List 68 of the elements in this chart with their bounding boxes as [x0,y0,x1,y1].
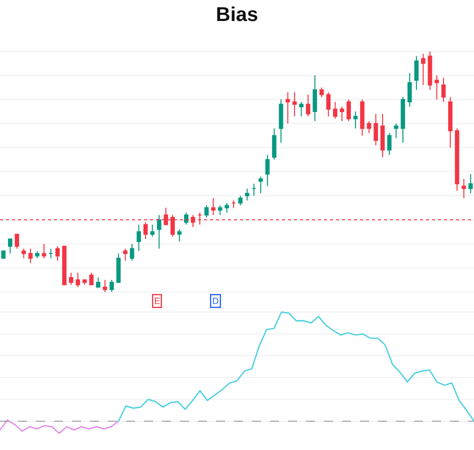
candlestick [428,50,432,90]
candlestick [319,86,324,98]
candlestick [76,272,80,288]
candlestick [414,56,419,90]
candlestick [184,212,188,226]
candlestick [286,92,290,124]
candlestick [136,224,141,252]
candlestick [366,120,372,134]
candlestick [346,98,351,122]
candlestick [28,248,33,264]
candlestick [299,101,304,117]
candlestick [110,279,114,292]
chart-title: Bias [216,4,258,26]
candlestick [8,238,12,254]
candlestick [353,111,358,129]
candlestick [62,246,66,286]
candlestick [306,94,310,117]
candlestick [374,113,378,146]
candlestick [360,98,364,136]
candlestick [312,74,318,122]
candlestick [380,113,385,158]
candlestick [150,224,155,238]
candlestick [272,128,276,160]
candlestick [96,277,100,288]
candlestick [204,204,209,218]
candlestick [394,123,398,138]
candlestick [68,272,74,286]
candlestick [387,132,392,156]
candlestick [258,176,263,194]
candlestick [468,174,473,194]
candlestick [42,243,46,259]
candlestick [1,250,6,259]
candlestick [116,252,121,283]
candlestick [218,204,222,216]
candlestick [421,53,426,86]
candlestick [462,178,466,199]
candlestick [454,128,460,192]
candlestick [82,279,87,286]
candlestick [265,154,270,187]
candlestick [326,92,331,117]
text: E [154,296,160,306]
candlestick [102,279,108,292]
candlestick [231,200,236,208]
candlestick [123,248,128,262]
candlestick [340,106,344,122]
candlestick [211,198,216,216]
candlestick [333,101,338,120]
candlestick [224,202,229,214]
candlestick [48,248,53,259]
candlestick [252,183,256,196]
candlestick [156,214,162,250]
candlestick [278,98,284,144]
candlestick [448,96,452,148]
candlestick [130,243,134,262]
candlestick [14,234,20,250]
candlestick [400,96,406,144]
candlestick [441,77,446,102]
candlestick [434,74,439,100]
candlestick [177,228,182,242]
candlestick [245,188,250,202]
candlestick [55,246,60,262]
candlestick [22,248,26,259]
candlestick [89,272,94,286]
candlestick [238,195,243,206]
text: D [212,296,220,306]
candlestick [35,250,40,259]
candlestick [408,72,412,108]
candlestick [292,92,297,117]
